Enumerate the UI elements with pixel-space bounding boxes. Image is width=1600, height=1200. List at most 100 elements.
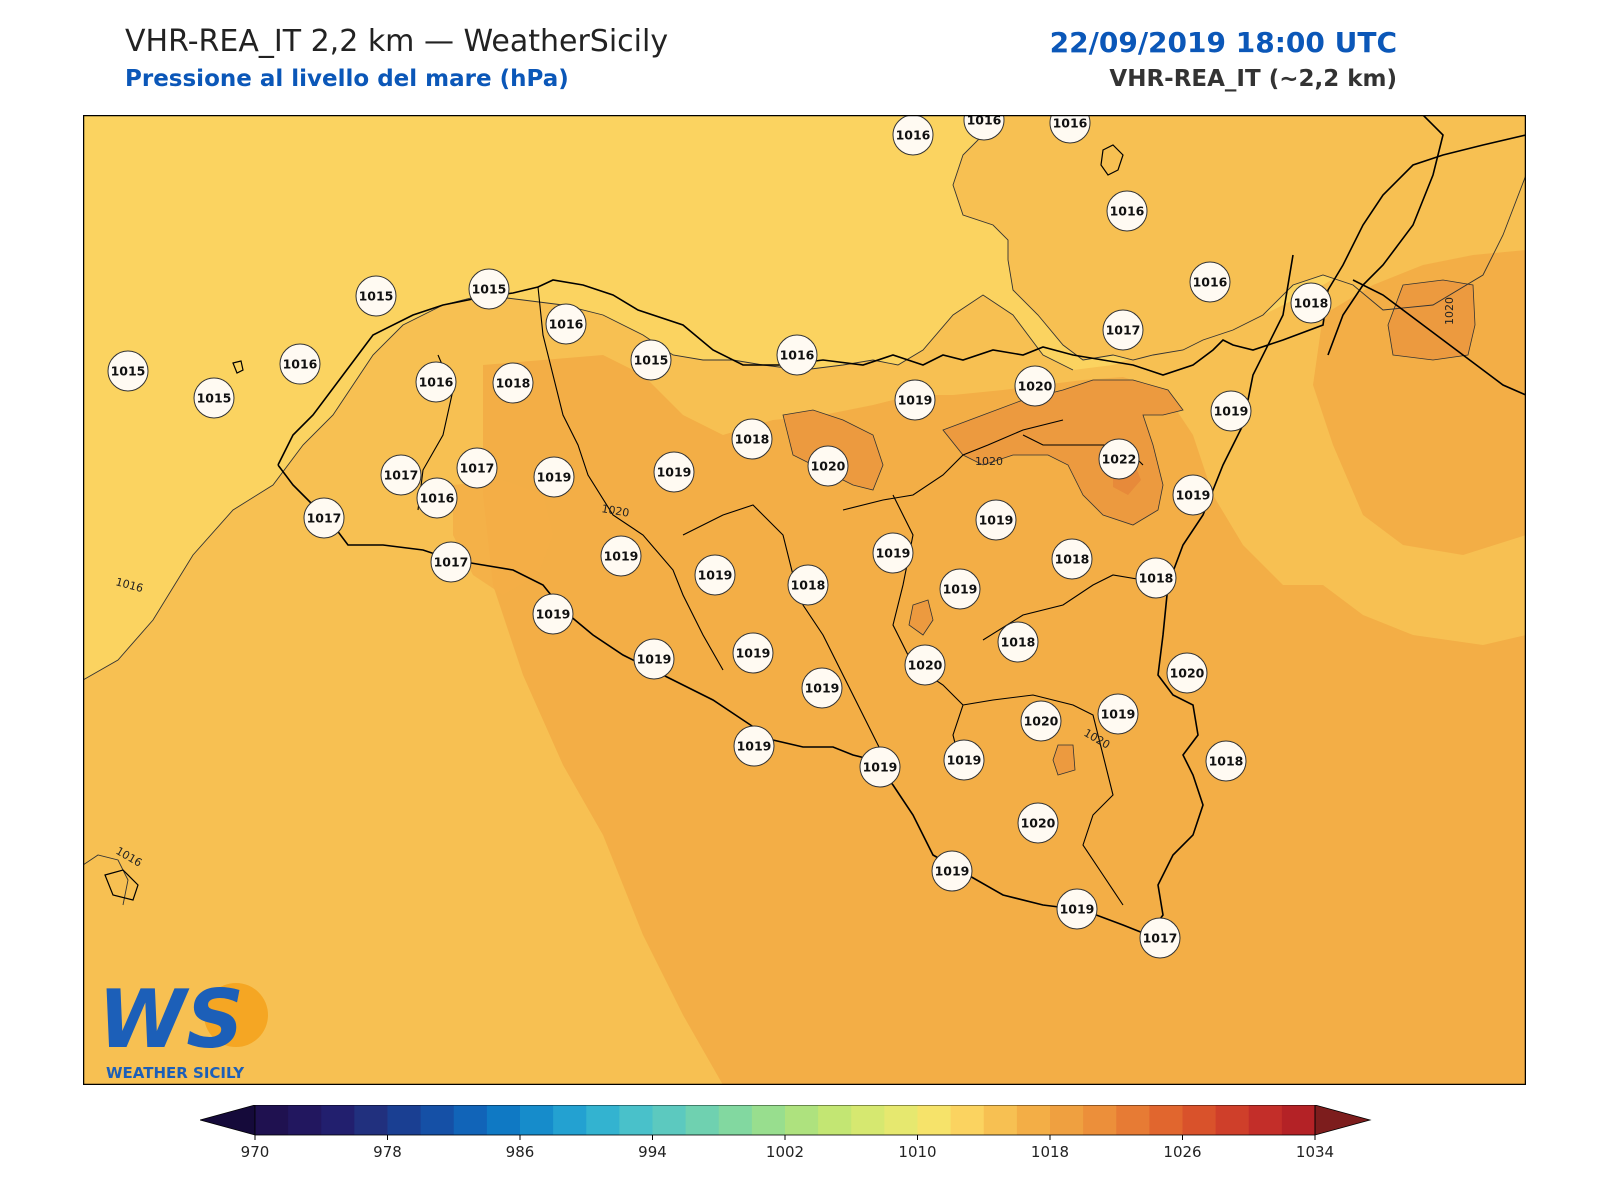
station-marker: 1017 [1139,917,1181,959]
station-circle [430,541,472,583]
station-circle [694,554,736,596]
station-value: 1017 [1143,931,1178,946]
colorbar-cell [486,1105,521,1135]
station-value: 1019 [1060,902,1095,917]
station-value: 1017 [460,461,495,476]
station-circle [1189,261,1231,303]
colorbar-cell [1116,1105,1150,1135]
map-frame [83,115,1526,1085]
colorbar-tick-label: 1018 [1031,1143,1069,1161]
station-value: 1019 [805,681,840,696]
colorbar-cell [751,1105,786,1135]
station-marker: 1015 [630,339,672,381]
station-circle [107,350,149,392]
colorbar-tick-label: 994 [638,1143,667,1161]
colorbar-under-arrow [200,1105,256,1136]
station-circle [1097,693,1139,735]
colorbar-over-arrow [1314,1105,1372,1136]
station-circle [963,115,1005,141]
colorbar-cell [1215,1105,1250,1135]
model-name: VHR-REA_IT (~2,2 km) [1109,66,1397,92]
station-circle [731,418,773,460]
station-value: 1019 [1214,404,1249,419]
station-marker: 1016 [416,477,458,519]
station-marker: 1020 [1014,365,1056,407]
station-value: 1018 [496,376,531,391]
station-value: 1020 [908,658,943,673]
station-value: 1019 [537,470,572,485]
colorbar-tick-label: 1034 [1296,1143,1334,1161]
station-marker: 1019 [872,532,914,574]
station-circle [468,268,510,310]
valid-datetime: 22/09/2019 18:00 UTC [1049,26,1397,59]
calabria-coastline [1327,115,1526,396]
station-value: 1016 [283,357,318,372]
colorbar-cell [420,1105,455,1135]
station-marker: 1017 [456,447,498,489]
station-markers: 1016 1016 1016 1016 1016 1018 1017 1015 1015 1016… [107,115,1332,959]
station-circle [633,638,675,680]
station-value: 1016 [1110,204,1145,219]
station-circle [732,632,774,674]
islands [104,144,1124,901]
station-marker: 1019 [633,638,675,680]
station-circle [380,454,422,496]
station-circle [492,362,534,404]
station-marker: 1018 [997,621,1039,663]
isobar-1016-north [952,115,1526,361]
station-marker: 1019 [532,593,574,635]
field-peak-south-2 [1052,744,1076,776]
station-marker: 1019 [1056,888,1098,930]
colorbar-cell [718,1105,753,1135]
station-circle [456,447,498,489]
station-circle [1020,700,1062,742]
colorbar-tick-label: 1002 [766,1143,804,1161]
station-circle [1049,115,1091,144]
colorbar-cell [1016,1105,1051,1135]
station-value: 1018 [1294,296,1329,311]
station-circle [939,568,981,610]
station-value: 1015 [197,391,232,406]
station-marker: 1019 [600,535,642,577]
station-value: 1017 [434,555,469,570]
station-circle [1135,557,1177,599]
station-marker: 1016 [892,115,934,156]
station-circle [733,725,775,767]
station-circle [1172,474,1214,516]
station-marker: 1017 [380,454,422,496]
station-marker: 1020 [1017,802,1059,844]
station-circle [904,644,946,686]
station-value: 1019 [698,568,733,583]
station-circle [776,334,818,376]
colorbar-cell [917,1105,952,1135]
station-marker: 1016 [776,334,818,376]
station-marker: 1019 [533,456,575,498]
station-value: 1019 [536,607,571,622]
station-marker: 1016 [545,303,587,345]
colorbar-cell [1050,1105,1084,1135]
station-value: 1018 [1139,571,1174,586]
station-marker: 1020 [1166,652,1208,694]
station-value: 1019 [737,739,772,754]
station-marker: 1019 [732,632,774,674]
station-marker: 1016 [963,115,1005,141]
station-value: 1015 [634,353,669,368]
colorbar-cell [851,1105,885,1135]
station-circle [416,477,458,519]
colorbar-tick-label: 1026 [1163,1143,1201,1161]
colorbar-cell [453,1105,488,1135]
station-circle [943,739,985,781]
station-value: 1016 [1053,116,1088,131]
colorbar-tick-label: 970 [241,1143,270,1161]
station-circle [415,361,457,403]
station-circle [1290,282,1332,324]
colorbar-cell [321,1105,355,1135]
station-circle [193,377,235,419]
station-value: 1019 [947,753,982,768]
station-value: 1019 [1176,488,1211,503]
station-value: 1017 [307,511,342,526]
station-marker: 1019 [653,451,695,493]
station-value: 1019 [979,513,1014,528]
field-peak-south-1 [908,599,934,636]
colorbar-cell [1248,1105,1283,1135]
